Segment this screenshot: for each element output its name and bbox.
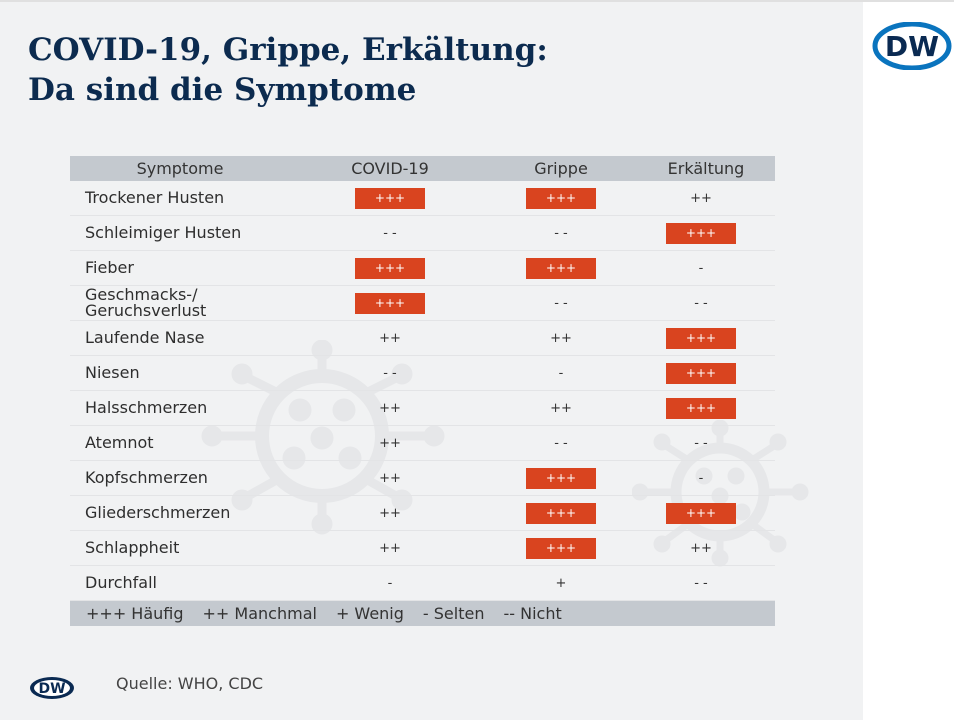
- rating-cell: - -: [554, 225, 568, 241]
- table-row: Schlappheit ++ +++ ++: [70, 531, 775, 566]
- rating-cell: ++: [379, 400, 401, 416]
- table-body: Trockener Husten +++ +++ ++ Schleimiger Hust…: [70, 181, 775, 601]
- symptom-table: Symptome COVID-19 Grippe Erkältung Trock…: [70, 156, 775, 626]
- table-row: Kopfschmerzen ++ +++ -: [70, 461, 775, 496]
- table-row: Laufende Nase ++ ++ +++: [70, 321, 775, 356]
- rating-cell: +++: [355, 257, 425, 279]
- frequent-badge: +++: [355, 187, 425, 209]
- rating-cell: +: [555, 575, 567, 591]
- virus-illustration-large: [201, 340, 445, 535]
- legend-bar: +++ Häufig ++ Manchmal + Wenig - Selten …: [70, 601, 775, 626]
- table-row: Gliederschmerzen ++ +++ +++: [70, 496, 775, 531]
- rating-cell: +++: [526, 467, 596, 489]
- symptom-label: Atemnot: [85, 433, 154, 452]
- header-grippe: Grippe: [534, 159, 588, 178]
- legend-nicht: -- Nicht: [503, 604, 562, 623]
- rating-cell: ++: [379, 435, 401, 451]
- table-header-row: Symptome COVID-19 Grippe Erkältung: [70, 156, 775, 181]
- rating-cell: +++: [666, 327, 736, 349]
- legend-wenig: + Wenig: [335, 604, 404, 623]
- rating-cell: - -: [694, 435, 708, 451]
- source-text: Quelle: WHO, CDC: [116, 674, 264, 693]
- dw-logo: DW: [872, 22, 952, 70]
- table-row: Atemnot ++ - - - -: [70, 426, 775, 461]
- rating-cell: -: [698, 260, 704, 276]
- rating-cell: +++: [526, 187, 596, 209]
- table-row: Niesen - - - +++: [70, 356, 775, 391]
- frequent-badge: +++: [666, 362, 736, 384]
- frequent-badge: +++: [666, 222, 736, 244]
- symptom-label: Schleimiger Husten: [85, 223, 242, 242]
- frequent-badge: +++: [526, 502, 596, 524]
- header-erkaeltung: Erkältung: [667, 159, 745, 178]
- legend-haeufig: +++ Häufig: [86, 604, 184, 623]
- svg-text:DW: DW: [885, 30, 939, 63]
- rating-cell: +++: [666, 502, 736, 524]
- rating-cell: ++: [379, 505, 401, 521]
- table-row: Schleimiger Husten - - - - +++: [70, 216, 775, 251]
- rating-cell: +++: [526, 257, 596, 279]
- symptom-label: Schlappheit: [85, 538, 180, 557]
- symptom-label: Laufende Nase: [85, 328, 205, 347]
- header-symptome: Symptome: [136, 159, 224, 178]
- rating-cell: +++: [666, 362, 736, 384]
- symptom-label: Fieber: [85, 258, 134, 277]
- rating-cell: -: [558, 365, 564, 381]
- rating-cell: - -: [694, 295, 708, 311]
- rating-cell: +++: [526, 502, 596, 524]
- rating-cell: ++: [379, 540, 401, 556]
- rating-cell: +++: [355, 187, 425, 209]
- rating-cell: ++: [379, 330, 401, 346]
- rating-cell: +++: [355, 292, 425, 314]
- legend-selten: - Selten: [422, 604, 485, 623]
- table-row: Geschmacks-/ Geruchsverlust +++ - - - -: [70, 286, 775, 321]
- frequent-badge: +++: [526, 537, 596, 559]
- rating-cell: +++: [526, 537, 596, 559]
- header-covid: COVID-19: [351, 159, 429, 178]
- symptom-label: Geschmacks-/ Geruchsverlust: [85, 285, 207, 320]
- frequent-badge: +++: [666, 502, 736, 524]
- svg-text:DW: DW: [38, 681, 65, 697]
- rating-cell: -: [387, 575, 393, 591]
- rating-cell: ++: [379, 470, 401, 486]
- legend-manchmal: ++ Manchmal: [202, 604, 317, 623]
- table-row: Durchfall - + - -: [70, 566, 775, 601]
- rating-cell: - -: [383, 225, 397, 241]
- frequent-badge: +++: [355, 292, 425, 314]
- rating-cell: ++: [690, 190, 712, 206]
- rating-cell: - -: [383, 365, 397, 381]
- frequent-badge: +++: [666, 397, 736, 419]
- table-row: Halsschmerzen ++ ++ +++: [70, 391, 775, 426]
- table-row: Fieber +++ +++ -: [70, 251, 775, 286]
- rating-cell: ++: [550, 400, 572, 416]
- rating-cell: - -: [554, 435, 568, 451]
- symptom-label: Kopfschmerzen: [85, 468, 208, 487]
- rating-cell: ++: [690, 540, 712, 556]
- symptom-label: Halsschmerzen: [85, 398, 208, 417]
- symptom-label: Trockener Husten: [85, 188, 225, 207]
- frequent-badge: +++: [526, 257, 596, 279]
- symptom-label: Gliederschmerzen: [85, 503, 231, 522]
- frequent-badge: +++: [666, 327, 736, 349]
- symptom-label: Niesen: [85, 363, 140, 382]
- title-line-1: COVID-19, Grippe, Erkältung:: [28, 32, 548, 68]
- virus-illustration-small: [632, 420, 809, 567]
- top-divider: [0, 0, 954, 2]
- rating-cell: - -: [554, 295, 568, 311]
- rating-cell: -: [698, 470, 704, 486]
- rating-cell: +++: [666, 222, 736, 244]
- symptom-label: Durchfall: [85, 573, 157, 592]
- table-row: Trockener Husten +++ +++ ++: [70, 181, 775, 216]
- rating-cell: ++: [550, 330, 572, 346]
- frequent-badge: +++: [355, 257, 425, 279]
- frequent-badge: +++: [526, 467, 596, 489]
- rating-cell: +++: [666, 397, 736, 419]
- title-line-2: Da sind die Symptome: [28, 72, 417, 108]
- frequent-badge: +++: [526, 187, 596, 209]
- rating-cell: - -: [694, 575, 708, 591]
- page-title: COVID-19, Grippe, Erkältung: Da sind die…: [28, 30, 548, 110]
- footer-dw-logo: DW: [30, 677, 74, 699]
